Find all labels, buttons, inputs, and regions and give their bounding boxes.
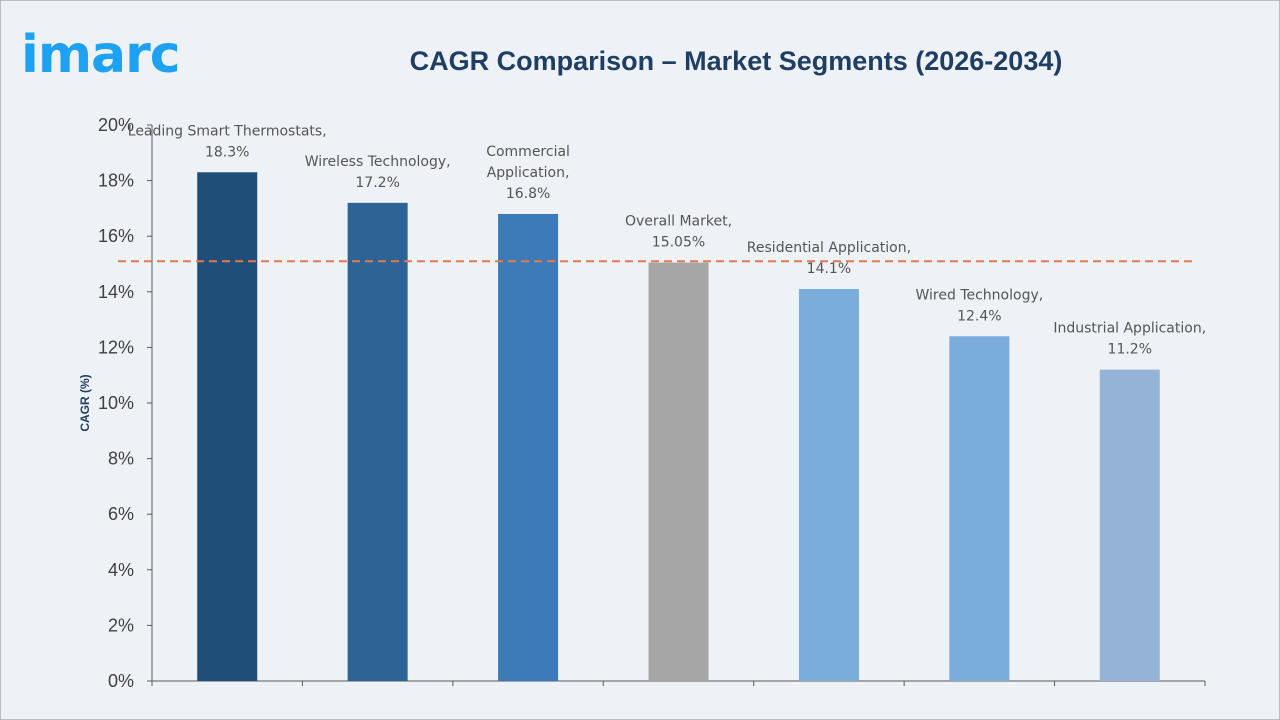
y-tick-label: 18%	[98, 171, 134, 191]
data-label: Wired Technology,	[916, 287, 1044, 303]
y-axis-title: CAGR (%)	[78, 374, 92, 431]
data-label: Wireless Technology,	[305, 154, 451, 170]
data-label: Industrial Application,	[1053, 321, 1206, 337]
y-tick-label: 14%	[98, 282, 134, 302]
data-label: 15.05%	[652, 235, 705, 251]
data-label: Residential Application,	[747, 240, 911, 256]
bar	[949, 336, 1010, 681]
y-tick-label: 20%	[98, 115, 134, 135]
data-label: Overall Market,	[625, 214, 732, 230]
data-label: 17.2%	[355, 175, 399, 191]
y-tick-label: 10%	[98, 393, 134, 413]
y-tick-label: 12%	[98, 337, 134, 357]
bar	[1099, 369, 1160, 681]
data-label: 14.1%	[807, 261, 851, 277]
data-label: Application,	[487, 165, 570, 181]
imarc-logo: imarc	[21, 25, 181, 85]
y-tick-label: 16%	[98, 226, 134, 246]
y-tick-label: 8%	[108, 449, 134, 469]
bar	[648, 262, 709, 681]
data-label: 16.8%	[506, 186, 550, 202]
data-label: 18.3%	[205, 144, 249, 160]
chart-title: CAGR Comparison – Market Segments (2026-…	[409, 46, 1063, 76]
bar	[798, 289, 859, 681]
data-label: 11.2%	[1108, 342, 1152, 358]
y-tick-label: 2%	[108, 615, 134, 635]
y-tick-label: 6%	[108, 504, 134, 524]
y-tick-label: 0%	[108, 671, 134, 691]
data-label: Commercial	[486, 144, 570, 160]
bar	[197, 172, 258, 681]
bar	[347, 202, 408, 681]
bar	[498, 213, 559, 681]
y-tick-label: 4%	[108, 560, 134, 580]
data-label: Leading Smart Thermostats,	[128, 123, 327, 139]
data-label: 12.4%	[957, 308, 1001, 324]
